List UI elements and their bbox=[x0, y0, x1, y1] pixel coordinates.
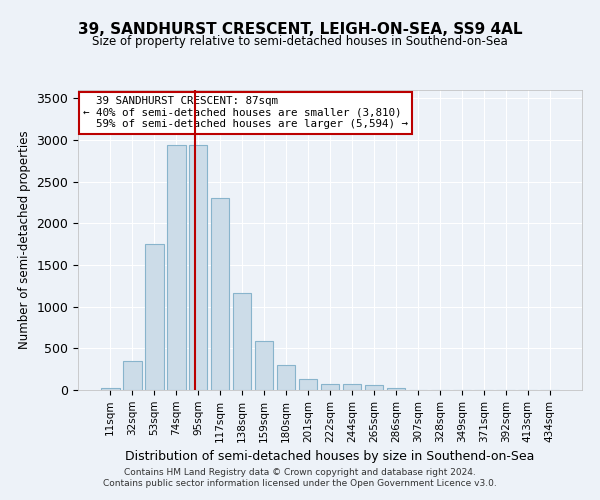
Bar bbox=[211, 198, 229, 390]
Bar bbox=[233, 293, 251, 390]
Bar bbox=[299, 379, 317, 390]
Text: 39 SANDHURST CRESCENT: 87sqm
← 40% of semi-detached houses are smaller (3,810)
 : 39 SANDHURST CRESCENT: 87sqm ← 40% of se… bbox=[83, 96, 408, 129]
Bar bbox=[189, 145, 208, 390]
Text: Size of property relative to semi-detached houses in Southend-on-Sea: Size of property relative to semi-detach… bbox=[92, 35, 508, 48]
Bar bbox=[167, 145, 185, 390]
Y-axis label: Number of semi-detached properties: Number of semi-detached properties bbox=[18, 130, 31, 350]
Bar bbox=[386, 388, 405, 390]
Bar bbox=[255, 341, 274, 390]
Bar bbox=[145, 244, 164, 390]
Text: Contains HM Land Registry data © Crown copyright and database right 2024.
Contai: Contains HM Land Registry data © Crown c… bbox=[103, 468, 497, 487]
Text: 39, SANDHURST CRESCENT, LEIGH-ON-SEA, SS9 4AL: 39, SANDHURST CRESCENT, LEIGH-ON-SEA, SS… bbox=[78, 22, 522, 38]
Bar bbox=[365, 386, 383, 390]
Bar bbox=[320, 384, 340, 390]
Bar bbox=[101, 388, 119, 390]
X-axis label: Distribution of semi-detached houses by size in Southend-on-Sea: Distribution of semi-detached houses by … bbox=[125, 450, 535, 463]
Bar bbox=[123, 361, 142, 390]
Bar bbox=[343, 384, 361, 390]
Bar bbox=[277, 364, 295, 390]
